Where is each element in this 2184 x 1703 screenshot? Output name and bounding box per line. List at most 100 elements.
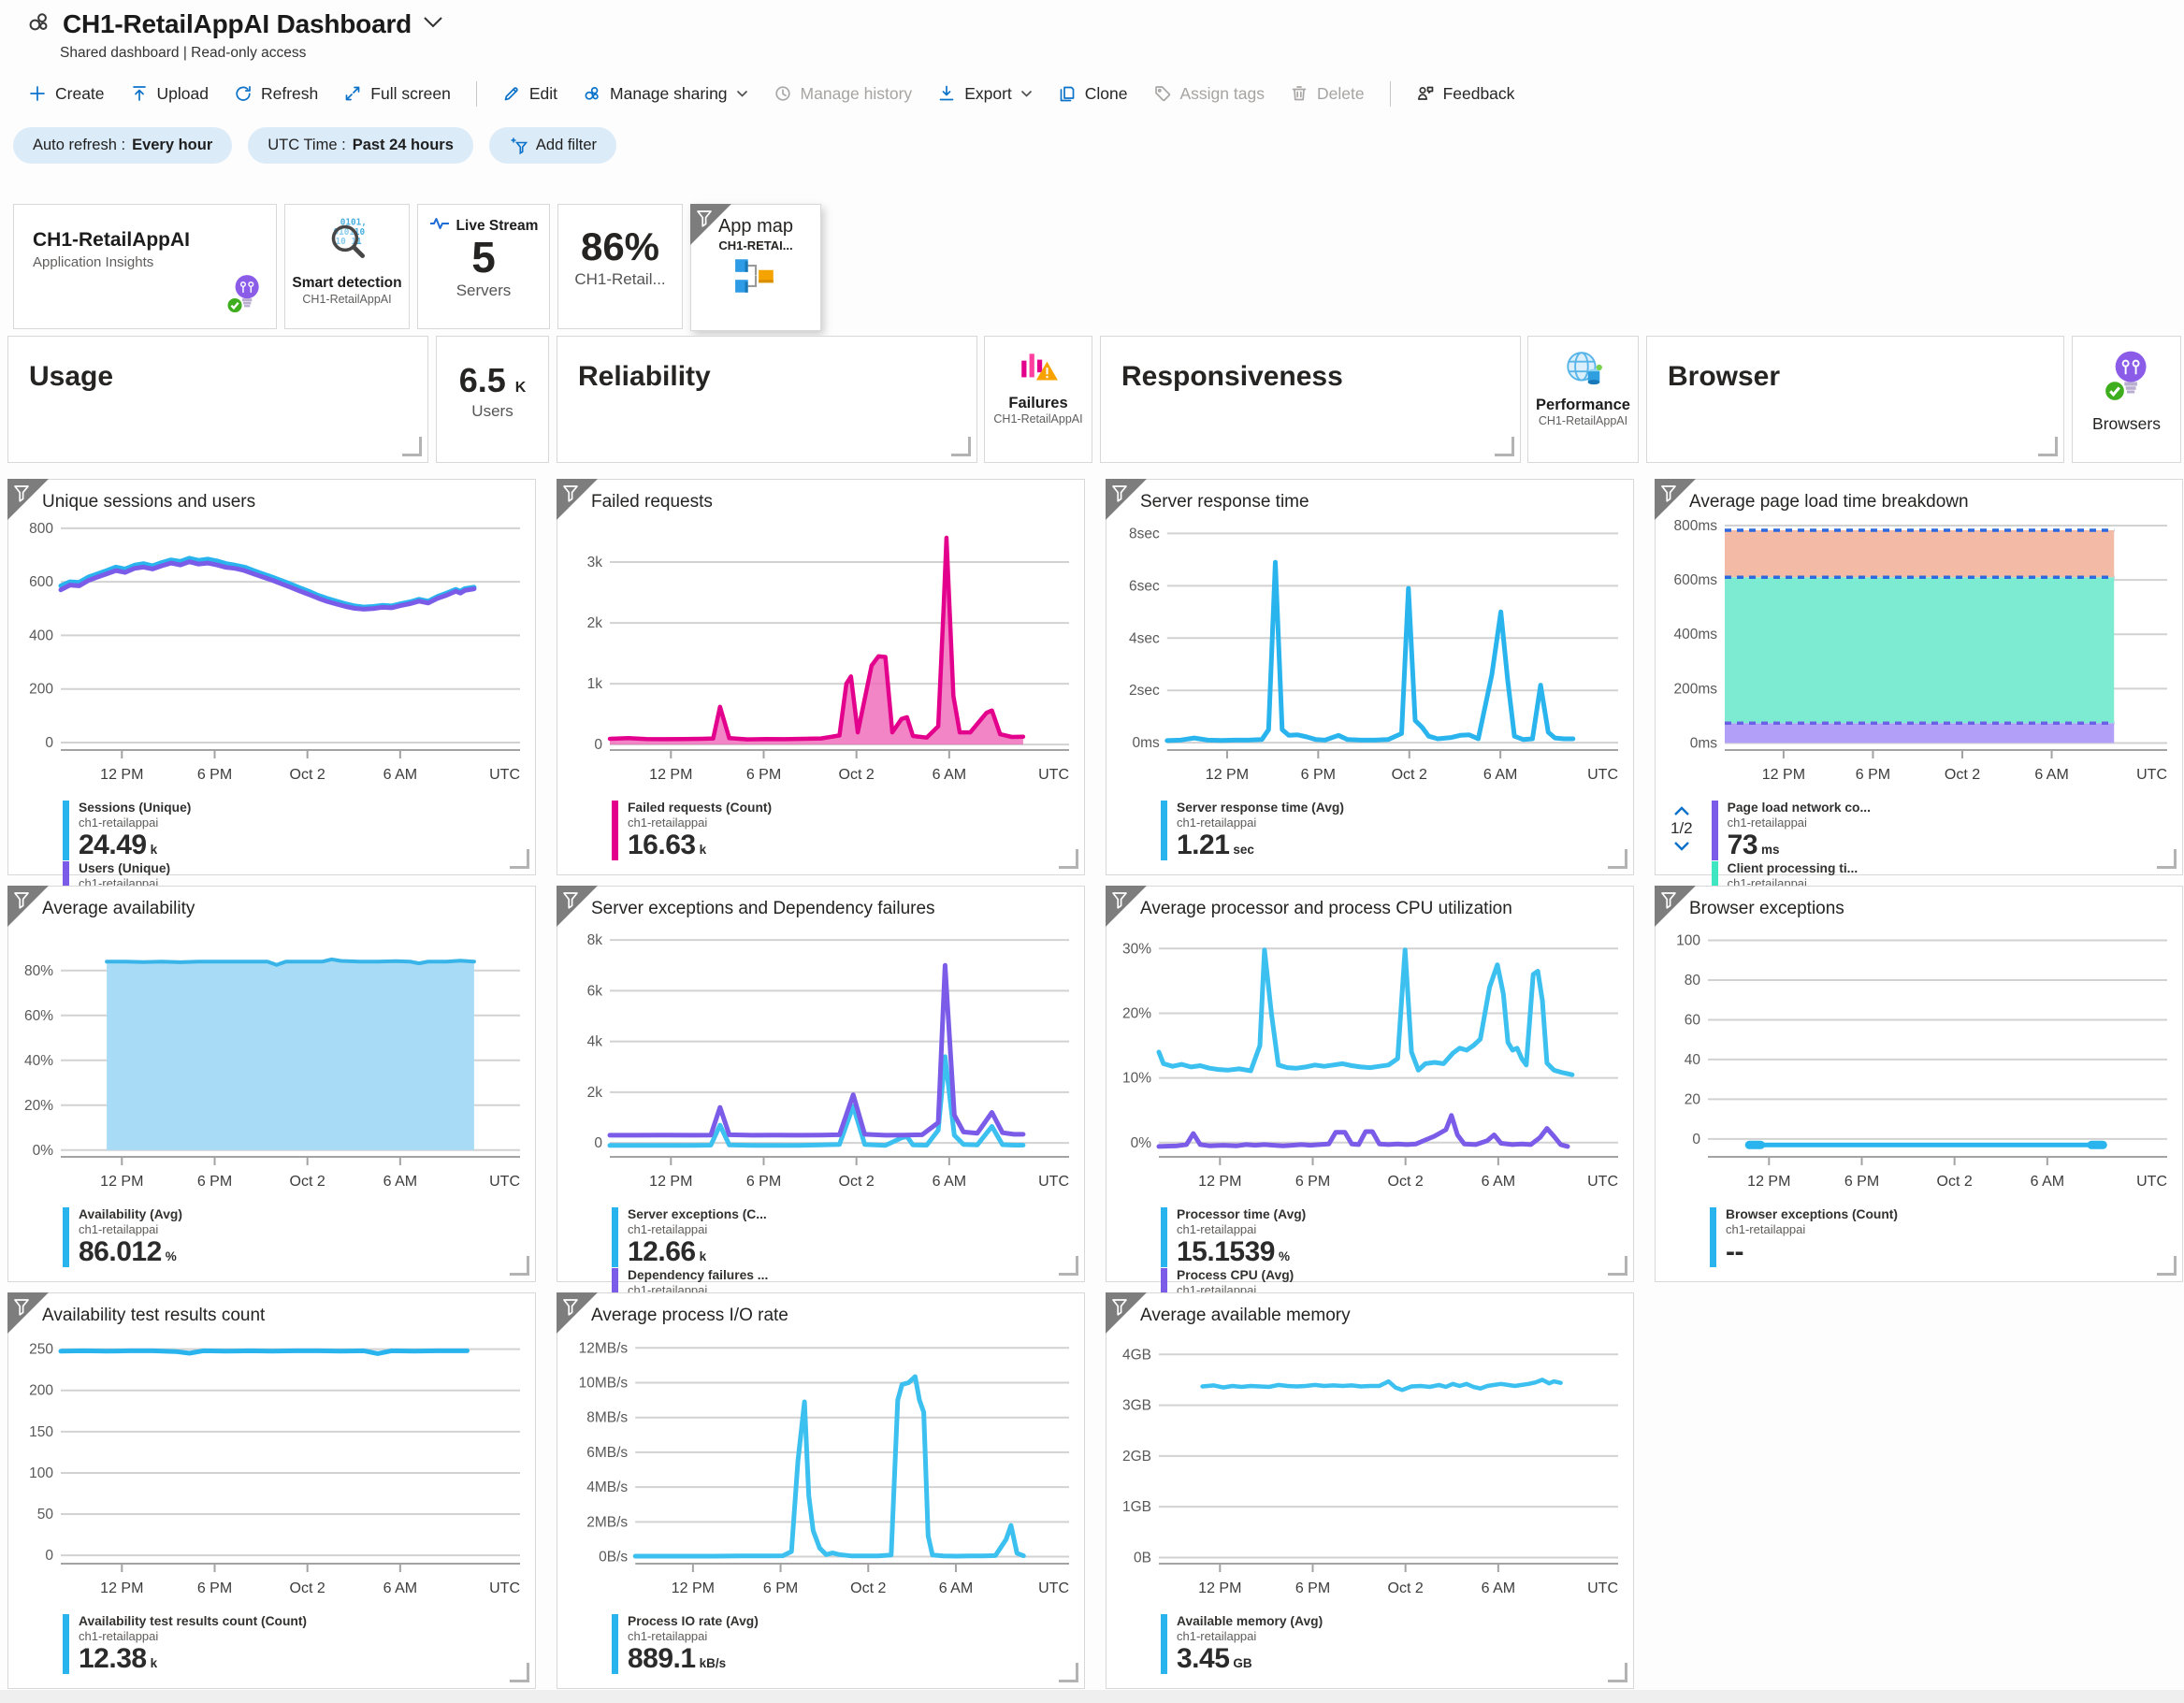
smart-detection-tile[interactable]: 0101, 010110 10 11 Smart detection CH1-Ret…	[284, 204, 410, 329]
resize-handle[interactable]	[510, 849, 529, 869]
svg-text:200: 200	[29, 682, 53, 698]
app-insights-resource-tile[interactable]: CH1-RetailAppAI Application Insights	[13, 204, 277, 329]
resize-handle[interactable]	[2157, 1256, 2177, 1276]
resource-title: CH1-RetailAppAI	[33, 229, 191, 251]
resize-handle[interactable]	[951, 437, 971, 456]
legend-item[interactable]: Availability test results count (Count) …	[63, 1614, 307, 1675]
app-map-tile[interactable]: App map CH1-RETAI...	[690, 204, 821, 331]
horizontal-scrollbar[interactable]	[0, 1690, 2184, 1703]
filter-funnel-badge[interactable]	[557, 479, 598, 520]
filter-funnel-badge[interactable]	[1106, 1292, 1147, 1334]
filter-funnel-badge[interactable]	[557, 886, 598, 927]
legend-color-bar	[1711, 801, 1718, 860]
resize-handle[interactable]	[1608, 849, 1627, 869]
legend-metric-name: Server response time (Avg)	[1177, 801, 1344, 815]
filter-funnel-badge[interactable]	[690, 204, 731, 245]
svg-text:2sec: 2sec	[1129, 683, 1160, 699]
svg-text:0ms: 0ms	[1690, 735, 1718, 751]
command-bar: Create Upload Refresh Full screen Edit M…	[28, 77, 1514, 110]
filter-funnel-badge[interactable]	[7, 886, 49, 927]
svg-text:010110: 010110	[333, 227, 365, 238]
svg-text:6 PM: 6 PM	[1301, 767, 1336, 783]
users-stat-tile[interactable]: 6.5 K Users	[436, 336, 549, 463]
legend-item[interactable]: Process IO rate (Avg) ch1-retailappai 88…	[612, 1614, 759, 1675]
upload-button[interactable]: Upload	[130, 84, 209, 104]
svg-text:10 11: 10 11	[336, 237, 362, 247]
svg-text:3k: 3k	[587, 555, 603, 570]
chart-legends: Process IO rate (Avg) ch1-retailappai 88…	[612, 1614, 759, 1675]
failures-chart-warning-icon	[1017, 350, 1060, 392]
svg-text:Oct 2: Oct 2	[1392, 767, 1427, 783]
manage-history-button[interactable]: Manage history	[774, 84, 912, 104]
auto-refresh-pill[interactable]: Auto refresh : Every hour	[13, 127, 233, 164]
live-stream-tile[interactable]: Live Stream 5 Servers	[417, 204, 550, 329]
clone-button[interactable]: Clone	[1058, 84, 1128, 104]
filter-funnel-badge[interactable]	[1655, 886, 1696, 927]
resize-handle[interactable]	[1059, 1663, 1078, 1682]
browsers-label: Browsers	[2092, 414, 2161, 433]
performance-tile[interactable]: Performance CH1-RetailAppAI	[1527, 336, 1639, 463]
legend-item[interactable]: Processor time (Avg) ch1-retailappai 15.…	[1161, 1207, 1306, 1268]
live-servers-count: 5	[471, 233, 496, 281]
filter-funnel-badge[interactable]	[1106, 886, 1147, 927]
resize-handle[interactable]	[1608, 1663, 1627, 1682]
legend-item[interactable]: Failed requests (Count) ch1-retailappai …	[612, 801, 772, 861]
resize-handle[interactable]	[402, 437, 422, 456]
live-servers-label: Servers	[456, 281, 512, 299]
add-filter-pill[interactable]: Add filter	[488, 127, 617, 164]
legend-pager[interactable]: 1/2	[1671, 806, 1693, 851]
manage-sharing-button[interactable]: Manage sharing	[583, 84, 748, 104]
feedback-button[interactable]: Feedback	[1416, 84, 1514, 104]
title-chevron-down-icon[interactable]	[423, 16, 443, 33]
svg-text:0%: 0%	[1131, 1135, 1152, 1151]
chart-card-average-availability: Average availability 0% 20% 40% 60% 80% 12 PM…	[7, 886, 536, 1282]
filter-funnel-badge[interactable]	[7, 479, 49, 520]
legend-item[interactable]: Server response time (Avg) ch1-retailapp…	[1161, 801, 1344, 861]
browser-section-tile: Browser	[1646, 336, 2064, 463]
resize-handle[interactable]	[1059, 1256, 1078, 1276]
svg-text:6 PM: 6 PM	[197, 767, 232, 783]
svg-text:UTC: UTC	[1587, 1174, 1618, 1190]
legend-resource-name: ch1-retailappai	[79, 1222, 159, 1236]
create-button[interactable]: Create	[28, 84, 105, 104]
export-button[interactable]: Export	[937, 84, 1033, 104]
delete-button[interactable]: Delete	[1290, 84, 1365, 104]
legend-item[interactable]: Page load network co... ch1-retailappai …	[1711, 801, 1871, 861]
filter-funnel-badge[interactable]	[7, 1292, 49, 1334]
svg-text:400: 400	[29, 628, 53, 643]
browsers-tile[interactable]: Browsers	[2072, 336, 2181, 463]
refresh-icon	[234, 84, 253, 103]
resize-handle[interactable]	[510, 1256, 529, 1276]
svg-text:Oct 2: Oct 2	[839, 767, 875, 783]
resize-handle[interactable]	[2157, 849, 2177, 869]
svg-text:2GB: 2GB	[1122, 1449, 1151, 1465]
legend-metric-name: Users (Unique)	[79, 861, 171, 875]
legend-item[interactable]: Available memory (Avg) ch1-retailappai 3…	[1161, 1614, 1323, 1675]
full-screen-button[interactable]: Full screen	[343, 84, 451, 104]
filter-funnel-badge[interactable]	[557, 1292, 598, 1334]
chart-legends: Availability (Avg) ch1-retailappai 86.01…	[63, 1207, 182, 1268]
legend-color-bar	[63, 1614, 69, 1674]
svg-text:6 PM: 6 PM	[746, 1174, 781, 1190]
filter-funnel-badge[interactable]	[1655, 479, 1696, 520]
assign-tags-button[interactable]: Assign tags	[1153, 84, 1265, 104]
chart-card-browser-exceptions: Browser exceptions 0 20 40 60 80 100 12 PM 6 PM…	[1655, 886, 2183, 1282]
svg-text:30%: 30%	[1122, 941, 1151, 957]
resize-handle[interactable]	[2038, 437, 2058, 456]
legend-item[interactable]: Browser exceptions (Count) ch1-retailapp…	[1710, 1207, 1898, 1268]
svg-text:Oct 2: Oct 2	[1388, 1580, 1424, 1596]
utc-time-pill[interactable]: UTC Time : Past 24 hours	[248, 127, 473, 164]
legend-item[interactable]: Sessions (Unique) ch1-retailappai 24.49 k	[63, 801, 191, 861]
legend-item[interactable]: Availability (Avg) ch1-retailappai 86.01…	[63, 1207, 182, 1268]
refresh-button[interactable]: Refresh	[234, 84, 318, 104]
resize-handle[interactable]	[510, 1663, 529, 1682]
resize-handle[interactable]	[1059, 849, 1078, 869]
edit-button[interactable]: Edit	[502, 84, 557, 104]
legend-item[interactable]: Server exceptions (C... ch1-retailappai …	[612, 1207, 768, 1268]
resize-handle[interactable]	[1608, 1256, 1627, 1276]
svg-text:6 PM: 6 PM	[197, 1580, 232, 1596]
filter-funnel-badge[interactable]	[1106, 479, 1147, 520]
failures-tile[interactable]: Failures CH1-RetailAppAI	[984, 336, 1092, 463]
resize-handle[interactable]	[1495, 437, 1514, 456]
availability-percent-tile[interactable]: 86% CH1-Retail...	[557, 204, 683, 329]
